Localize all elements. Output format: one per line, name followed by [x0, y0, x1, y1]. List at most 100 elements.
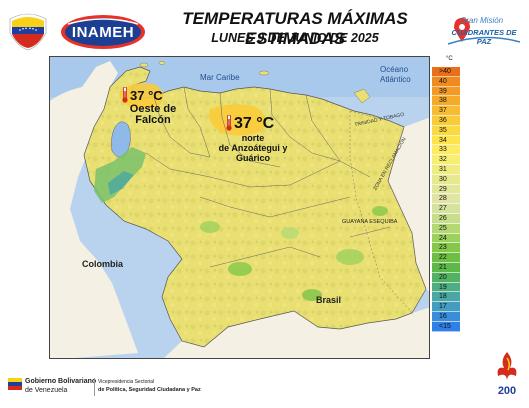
- legend-label: 30: [439, 175, 447, 183]
- legend-label: 23: [439, 244, 447, 252]
- legend-item: 25: [432, 223, 472, 234]
- legend-label: 35: [439, 126, 447, 134]
- legend-swatch: [432, 184, 460, 195]
- map-graphic: [50, 57, 429, 358]
- anniv-text: 200: [498, 385, 516, 397]
- legend-item: 36: [432, 116, 472, 126]
- legend-label: 32: [439, 156, 447, 164]
- legend-swatch: [432, 96, 460, 107]
- legend-label: 24: [439, 234, 447, 242]
- legend-label: 26: [439, 215, 447, 222]
- legend-item: 18: [432, 292, 472, 303]
- label-colombia: Colombia: [82, 259, 124, 269]
- legend-swatch: [432, 214, 460, 224]
- legend-swatch: [432, 116, 460, 126]
- legend-item: <15: [432, 321, 472, 332]
- state-borders: [145, 86, 391, 268]
- legend-label: 20: [439, 273, 447, 281]
- annotation-anzoategui-place-line1: norte: [241, 133, 265, 143]
- legend-item: 17: [432, 302, 472, 312]
- paz-logo-top-text: Gran Misión: [460, 16, 504, 25]
- annotation-anzoategui-temp: 37 °C: [234, 115, 275, 132]
- legend-item: 37: [432, 106, 472, 116]
- trinidad-island: [353, 88, 371, 104]
- footer-divider: [94, 378, 95, 396]
- legend-item: 26: [432, 214, 472, 224]
- legend-swatch: [432, 292, 460, 303]
- legend-swatch: [432, 233, 460, 244]
- annotation-anzoategui-place-line2: de Anzoátegui y: [218, 143, 288, 153]
- legend-label: 39: [439, 87, 447, 95]
- annotation-falcon-place-line2: Falcón: [135, 114, 171, 126]
- page-title: TEMPERATURAS MÁXIMAS ESTIMADAS: [182, 9, 408, 48]
- legend-item: 27: [432, 204, 472, 214]
- legend-swatch: [432, 174, 460, 185]
- legend-item: 39: [432, 86, 472, 97]
- guayana-esequiba-area: [349, 110, 427, 314]
- legend-label: 40: [439, 77, 447, 85]
- legend-item: 40: [432, 76, 472, 87]
- venezuela-flag-icon: [8, 378, 22, 390]
- legend-label: 37: [439, 107, 447, 115]
- legend-swatch: [432, 312, 460, 322]
- legend-swatch: [432, 155, 460, 165]
- colombia-land: [50, 61, 138, 358]
- legend-label: 31: [439, 166, 447, 173]
- legend-item: 33: [432, 145, 472, 156]
- legend-item: 16: [432, 312, 472, 322]
- legend-swatch: [432, 135, 460, 146]
- legend-swatch: [432, 263, 460, 273]
- legend-item: 24: [432, 233, 472, 244]
- legend-label: 25: [439, 224, 447, 232]
- legend-label: 36: [439, 117, 447, 124]
- annotation-falcon-temp: 37 °C: [130, 88, 163, 103]
- label-oceano: Océano: [380, 65, 409, 74]
- brasil-land: [164, 307, 429, 358]
- legend-swatch: [432, 321, 460, 332]
- gob-line2: de Venezuela: [25, 387, 68, 394]
- legend-swatch: [432, 67, 460, 77]
- legend-label: 28: [439, 195, 447, 203]
- legend-swatch: [432, 106, 460, 116]
- legend-label: 29: [439, 185, 447, 193]
- vice-line1: Vicepresidencia Sectorial: [98, 379, 155, 385]
- temperature-map: Mar Caribe Océano Atlántico TRINIDAD Y T…: [49, 56, 430, 359]
- vice-line2: de Política, Seguridad Ciudadana y Paz: [98, 387, 201, 393]
- government-footer: Gobierno Bolivariano de Venezuela Vicepr…: [8, 376, 218, 402]
- bicentennial-logo: 200: [497, 352, 517, 397]
- header: INAMEH TEMPERATURAS MÁXIMAS ESTIMADAS LU…: [0, 0, 529, 54]
- legend-item: 34: [432, 135, 472, 146]
- legend-item: 22: [432, 253, 472, 263]
- legend-label: 17: [439, 303, 447, 311]
- paz-logo-bottom-text: CUADRANTES DE PAZ: [451, 28, 517, 46]
- legend-label: 22: [439, 254, 447, 262]
- legend-swatch: [432, 76, 460, 87]
- legend-label: 34: [439, 136, 447, 144]
- legend-swatch: [432, 204, 460, 214]
- legend-item: 21: [432, 263, 472, 273]
- thermometer-icon: [122, 87, 128, 103]
- map-pin-icon: [447, 18, 521, 45]
- legend-item: 19: [432, 282, 472, 293]
- legend-swatch: [432, 272, 460, 283]
- legend-label: 18: [439, 293, 447, 301]
- legend-item: 35: [432, 125, 472, 136]
- label-brasil: Brasil: [316, 295, 342, 305]
- legend-label: 27: [439, 205, 447, 213]
- legend-label: 21: [439, 264, 447, 271]
- inameh-logo: INAMEH: [60, 14, 146, 50]
- legend-item: 29: [432, 184, 472, 195]
- venezuela-emblem-icon: [9, 13, 47, 51]
- legend-swatch: [432, 253, 460, 263]
- legend-swatch: [432, 125, 460, 136]
- legend-item: 31: [432, 165, 472, 175]
- inameh-logo-shape: [61, 15, 145, 49]
- inameh-logo-text: INAMEH: [71, 24, 135, 41]
- cuadrantes-de-paz-logo: Gran Misión CUADRANTES DE PAZ: [446, 14, 522, 48]
- annotation-anzoategui-place-line3: Guárico: [235, 153, 270, 163]
- legend-swatch: [432, 86, 460, 97]
- page-date: LUNES 9 DE JUNIO DE 2025: [211, 31, 379, 45]
- temperature-legend: °C >40 40 39 38 37 36 35 34 33 32 31 30 29 28 27 26 25 24…: [432, 56, 472, 334]
- legend-item: 20: [432, 272, 472, 283]
- legend-swatch: [432, 302, 460, 312]
